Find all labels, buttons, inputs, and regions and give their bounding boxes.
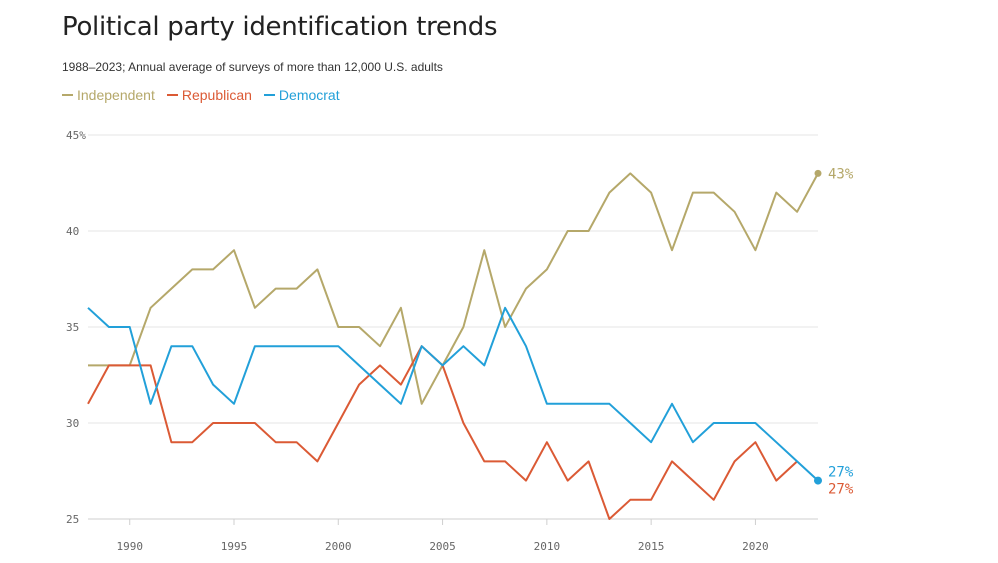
series-line-republican — [87, 345, 798, 520]
x-axis-ticks: 1990 1995 2000 2005 2010 2015 2020 — [116, 519, 769, 553]
legend-item-republican: Republican — [166, 87, 252, 103]
y-tick-label-25: 25 — [66, 513, 79, 526]
end-dot-democrat — [814, 476, 822, 485]
legend-label-democrat: Democrat — [278, 87, 340, 103]
y-axis-ticks: 25 30 35 40 45% — [66, 129, 86, 526]
x-tick-label-2005: 2005 — [429, 540, 456, 553]
chart-title: Political party identification trends — [62, 12, 498, 42]
end-label-independent: 43% — [828, 166, 854, 182]
x-tick-label-2000: 2000 — [325, 540, 352, 553]
x-tick-label-1995: 1995 — [221, 540, 248, 553]
series-line-independent — [88, 172, 819, 405]
series-endpoints: 43% 27%27% — [814, 166, 854, 498]
y-tick-label-35: 35 — [66, 321, 79, 334]
legend-item-democrat: Democrat — [263, 87, 340, 103]
legend-label-republican: Republican — [181, 87, 252, 103]
x-tick-label-2020: 2020 — [742, 540, 769, 553]
y-tick-label-40: 40 — [66, 225, 79, 238]
legend: Independent Republican Democrat — [62, 87, 340, 103]
x-tick-label-1990: 1990 — [116, 540, 143, 553]
chart-subtitle: 1988–2023; Annual average of surveys of … — [62, 60, 443, 74]
legend-swatch-republican — [166, 94, 178, 96]
x-tick-label-2010: 2010 — [534, 540, 561, 553]
series-line-democrat — [87, 306, 819, 482]
series-lines — [87, 172, 819, 520]
x-tick-label-2015: 2015 — [638, 540, 665, 553]
legend-swatch-independent — [62, 94, 73, 96]
legend-swatch-democrat — [263, 94, 275, 96]
legend-label-independent: Independent — [77, 87, 155, 103]
end-label-democrat: 27% — [828, 465, 854, 481]
end-dot-independent — [814, 169, 822, 177]
legend-item-independent: Independent — [62, 87, 155, 103]
y-tick-label-45: 45% — [66, 129, 86, 142]
y-tick-label-30: 30 — [66, 417, 79, 430]
gridlines — [88, 134, 818, 520]
end-label-republican: 27% — [828, 482, 854, 498]
